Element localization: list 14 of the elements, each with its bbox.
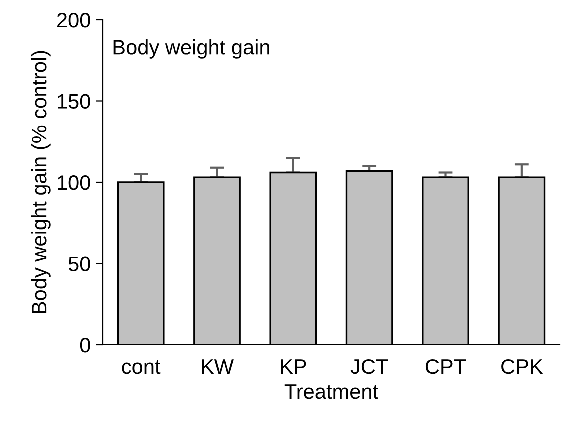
x-axis-title: Treatment: [284, 384, 378, 400]
y-tick-label: 150: [58, 94, 90, 110]
y-axis-title: Body weight gain (% control): [31, 51, 51, 314]
y-tick-label: 200: [57, 13, 90, 28]
x-tick-label: KW: [202, 360, 234, 374]
y-tick-label: 100: [58, 176, 90, 190]
x-tick-label: JCT: [350, 359, 388, 374]
x-tick-label: CPT: [426, 359, 466, 374]
x-tick-label: cont: [122, 360, 161, 374]
y-tick-label: 0: [80, 338, 90, 353]
y-tick-label: 50: [68, 256, 90, 272]
text: Body weight gain: [114, 40, 270, 59]
x-tick-label: KP: [281, 360, 306, 374]
x-tick-label: CPK: [502, 359, 544, 374]
